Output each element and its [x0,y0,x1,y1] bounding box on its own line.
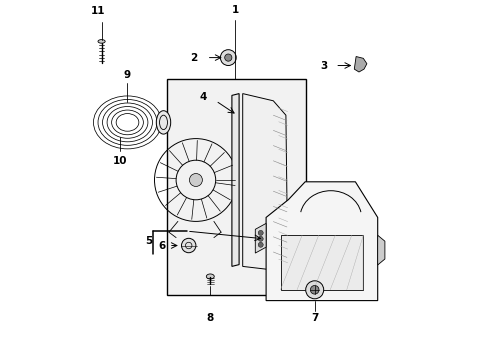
Circle shape [181,238,196,253]
Polygon shape [242,94,287,270]
Circle shape [224,54,231,61]
Polygon shape [231,94,239,266]
Circle shape [258,236,263,241]
Text: 9: 9 [123,70,131,80]
Ellipse shape [206,274,214,279]
Polygon shape [265,182,377,301]
Text: 1: 1 [231,5,239,15]
Text: 4: 4 [199,92,206,102]
Polygon shape [377,235,384,265]
Text: 6: 6 [159,240,166,251]
Polygon shape [255,223,265,253]
Circle shape [258,242,263,247]
Text: 7: 7 [310,312,318,323]
Circle shape [220,50,236,66]
Polygon shape [354,57,366,72]
Circle shape [189,174,202,186]
Text: 5: 5 [144,236,152,246]
Ellipse shape [156,111,170,134]
Text: 10: 10 [113,156,127,166]
Polygon shape [280,235,363,290]
Bar [167,79,305,295]
Text: 11: 11 [91,6,105,16]
Text: 8: 8 [206,312,213,323]
Circle shape [310,285,318,294]
Circle shape [305,281,323,299]
Text: 3: 3 [320,60,327,71]
Circle shape [258,230,263,235]
Text: 2: 2 [189,53,197,63]
Ellipse shape [98,40,105,43]
